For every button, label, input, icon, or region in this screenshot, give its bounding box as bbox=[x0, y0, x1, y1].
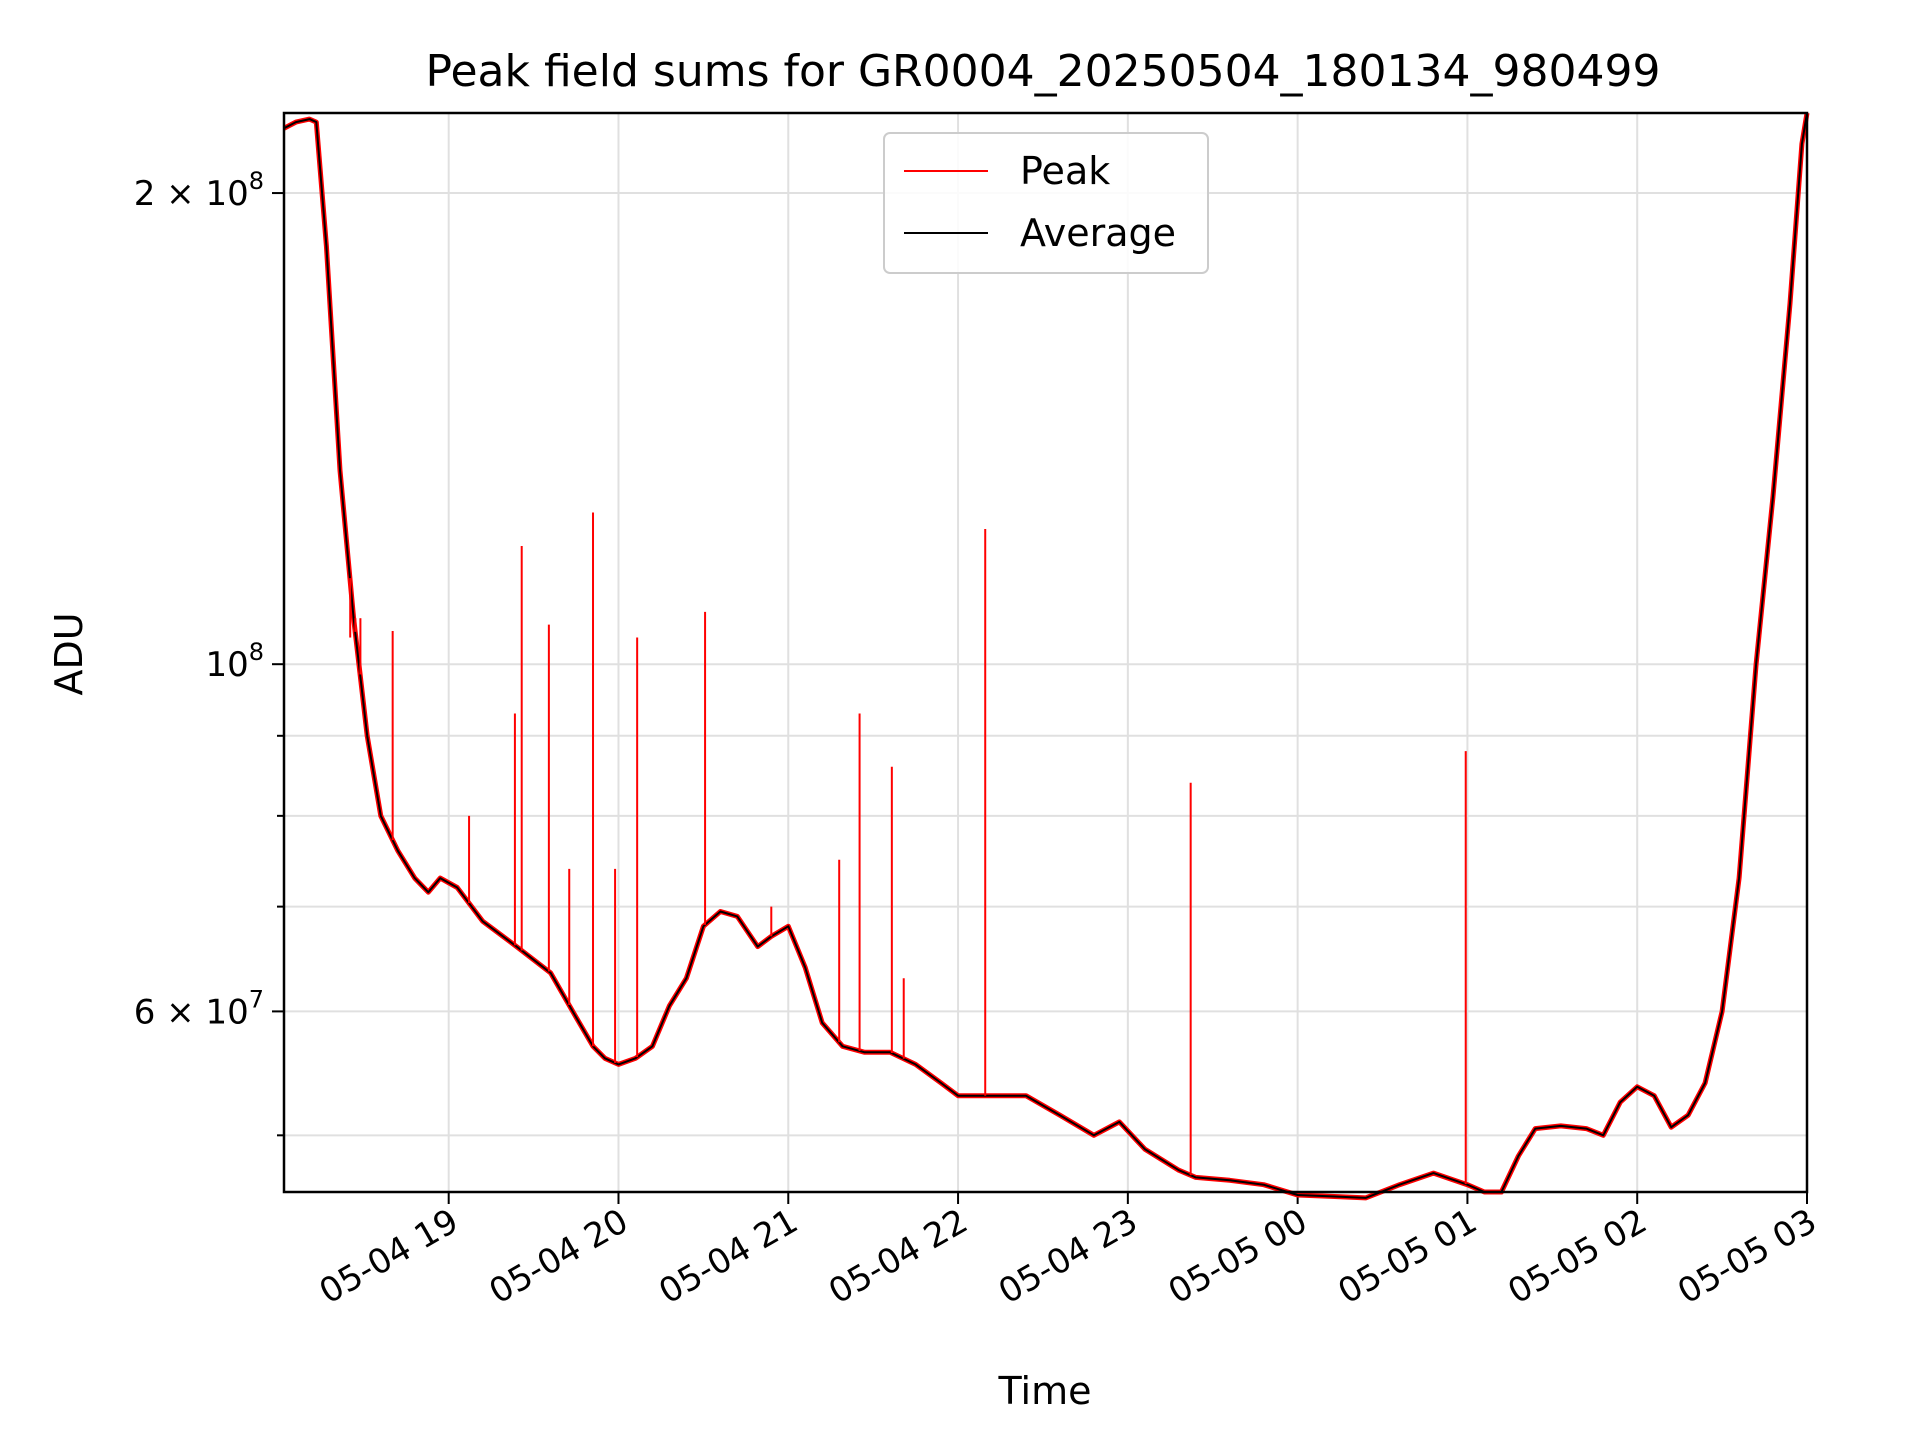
y-tick-mantissa: 2 bbox=[134, 174, 156, 214]
plot-area-frame bbox=[282, 111, 1809, 1194]
x-axis-label: Time bbox=[998, 1369, 1092, 1413]
chart-title: Peak field sums for GR0004_20250504_1801… bbox=[426, 46, 1661, 97]
y-tick-label: 2 × 108 bbox=[134, 167, 264, 214]
legend-peak-label: Peak bbox=[1020, 149, 1110, 193]
y-tick-label: 108 bbox=[205, 638, 264, 685]
y-tick-mantissa: 6 bbox=[134, 992, 156, 1032]
legend-box bbox=[883, 132, 1209, 274]
series-lines bbox=[282, 112, 1810, 1201]
legend: Peak Average bbox=[883, 132, 1209, 274]
average-series-line bbox=[283, 112, 1808, 1199]
legend-average-label: Average bbox=[1020, 211, 1176, 255]
y-axis-label: ADU bbox=[47, 612, 91, 695]
y-tick-label: 6 × 107 bbox=[134, 985, 264, 1032]
y-tick-exponent: 8 bbox=[249, 167, 264, 195]
y-tick-exponent: 8 bbox=[249, 638, 264, 666]
y-tick-exponent: 7 bbox=[249, 985, 264, 1013]
